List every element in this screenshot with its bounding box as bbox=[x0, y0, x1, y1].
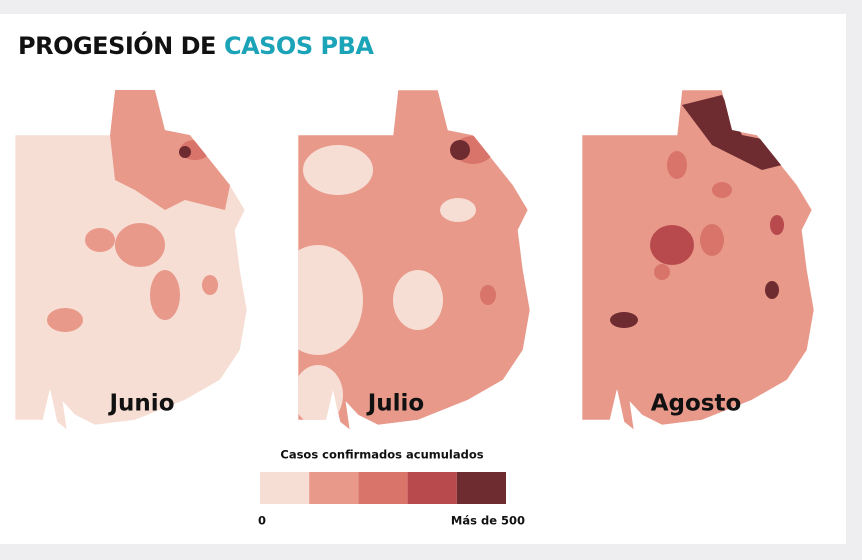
region bbox=[303, 145, 373, 195]
legend-swatch bbox=[407, 472, 457, 504]
legend-swatch bbox=[309, 472, 359, 504]
map-label: Julio bbox=[366, 391, 425, 417]
region bbox=[298, 245, 363, 355]
province bbox=[581, 89, 815, 431]
region bbox=[440, 198, 476, 222]
region bbox=[765, 281, 779, 299]
map-julio bbox=[297, 89, 531, 431]
region bbox=[179, 146, 191, 158]
region bbox=[712, 182, 732, 198]
region bbox=[650, 225, 694, 265]
title-text: PROGESIÓN DE bbox=[18, 32, 216, 60]
region bbox=[115, 223, 165, 267]
map-agosto bbox=[581, 89, 815, 431]
region bbox=[150, 270, 180, 320]
region bbox=[450, 140, 470, 160]
region bbox=[667, 151, 687, 179]
region bbox=[85, 228, 115, 252]
map-junio bbox=[14, 89, 248, 431]
legend-title: Casos confirmados acumulados bbox=[280, 448, 483, 462]
legend-swatch bbox=[260, 472, 310, 504]
region bbox=[610, 312, 638, 328]
legend-swatch bbox=[456, 472, 506, 504]
legend-swatch bbox=[358, 472, 408, 504]
legend-min: 0 bbox=[258, 514, 266, 528]
region bbox=[654, 264, 670, 280]
legend-max: Más de 500 bbox=[451, 514, 525, 528]
map-label: Junio bbox=[108, 391, 175, 417]
region bbox=[202, 275, 218, 295]
title-highlight: CASOS PBA bbox=[223, 32, 374, 60]
region bbox=[682, 95, 782, 170]
map-label: Agosto bbox=[651, 391, 742, 417]
region bbox=[110, 90, 230, 210]
legend-swatches bbox=[260, 472, 506, 504]
region bbox=[480, 285, 496, 305]
title: PROGESIÓN DE CASOS PBA bbox=[18, 32, 374, 60]
region bbox=[700, 224, 724, 256]
region bbox=[770, 215, 784, 235]
region bbox=[393, 270, 443, 330]
region bbox=[47, 308, 83, 332]
region bbox=[298, 365, 343, 425]
